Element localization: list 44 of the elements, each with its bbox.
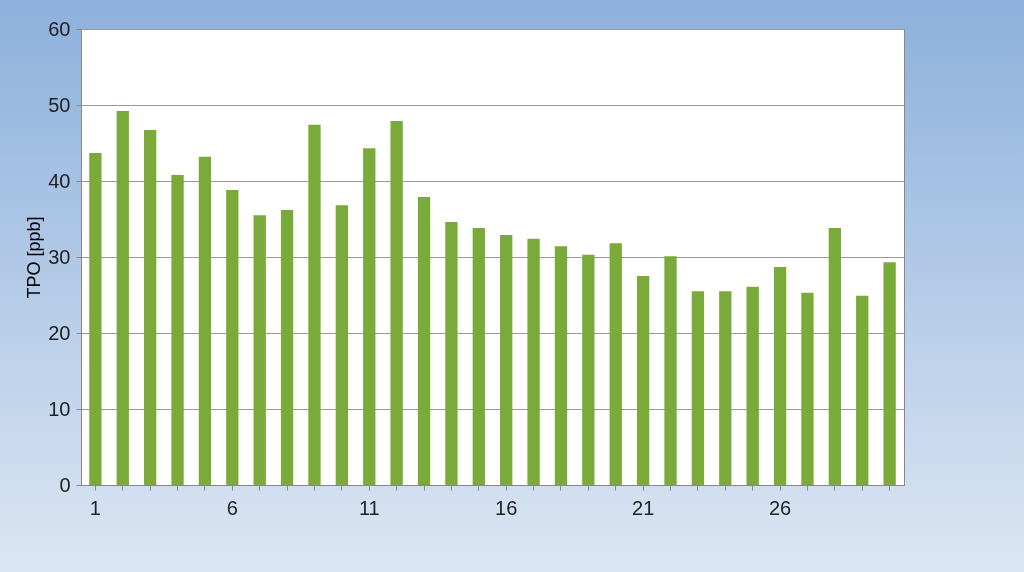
x-tick-label: 1 [89, 496, 101, 519]
bar [89, 152, 102, 485]
bar [500, 234, 513, 485]
bar [664, 256, 677, 485]
bar [582, 254, 595, 485]
bar [527, 238, 540, 485]
bar [445, 222, 458, 485]
y-tick-label: 20 [48, 321, 71, 344]
x-tick-label: 6 [226, 496, 238, 519]
y-tick-label: 0 [59, 473, 71, 496]
y-axis-title: TPO [ppb] [24, 216, 45, 299]
bar [390, 120, 403, 485]
x-tick-label: 16 [495, 496, 518, 519]
bar [363, 148, 376, 485]
y-tick-label: 30 [48, 245, 71, 268]
bar [636, 276, 650, 485]
bar [773, 266, 787, 485]
bar [308, 124, 321, 485]
bar [554, 246, 568, 485]
x-tick-label: 26 [768, 496, 792, 519]
bar [472, 228, 485, 485]
bar [719, 291, 732, 485]
x-tick-label: 11 [358, 496, 380, 519]
bar [116, 111, 129, 485]
bar [253, 215, 266, 485]
bar [691, 291, 705, 485]
bar [609, 243, 622, 485]
bar [883, 262, 896, 485]
y-tick-label: 10 [48, 397, 71, 420]
bar [280, 209, 294, 485]
x-tick-label: 21 [632, 496, 655, 519]
y-tick-label: 60 [48, 17, 71, 40]
bar [856, 295, 869, 485]
bar [143, 130, 157, 485]
bar [417, 196, 431, 485]
bar [335, 205, 349, 485]
bar [746, 286, 759, 485]
bar [226, 190, 239, 485]
bar [801, 292, 814, 485]
y-tick-label: 40 [48, 169, 71, 192]
bar [198, 156, 212, 485]
bar [828, 228, 842, 485]
bar [171, 174, 184, 485]
y-tick-label: 50 [48, 93, 71, 116]
